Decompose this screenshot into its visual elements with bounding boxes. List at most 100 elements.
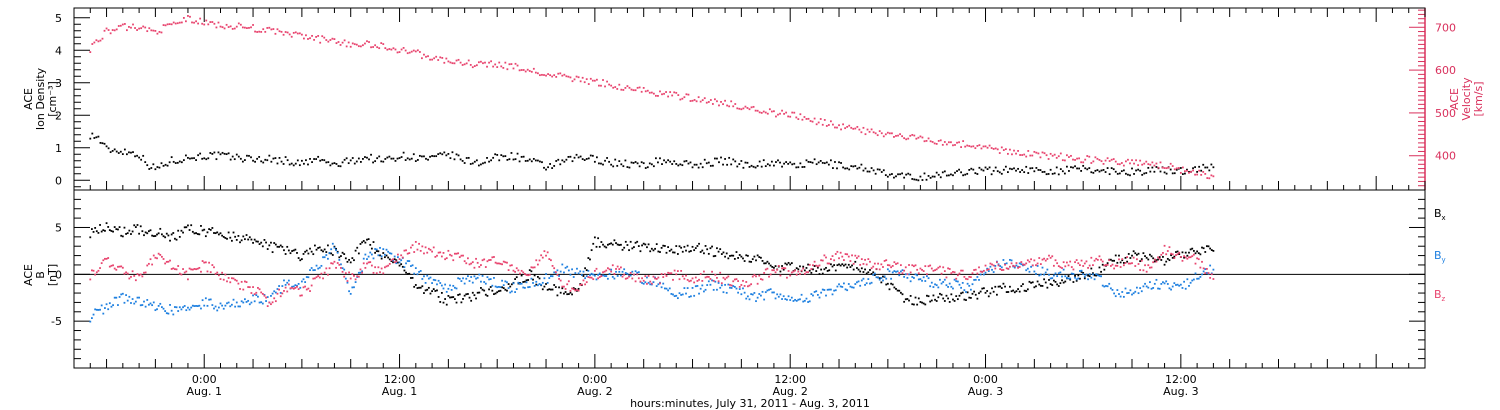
velocity-point <box>459 61 462 64</box>
bx-point <box>229 236 232 239</box>
density-point <box>825 161 828 164</box>
velocity-point <box>1116 163 1119 166</box>
bz-point <box>151 263 154 266</box>
bx-point <box>1116 261 1119 264</box>
by-point <box>300 280 303 283</box>
by-point <box>1144 282 1146 285</box>
by-point <box>773 291 775 294</box>
bx-point <box>180 229 183 232</box>
bz-point <box>611 264 614 267</box>
bz-point <box>807 271 809 274</box>
density-point <box>1074 165 1076 168</box>
by-point <box>683 287 686 289</box>
by-point <box>1041 266 1044 269</box>
by-point <box>1202 270 1205 273</box>
density-point <box>101 142 104 145</box>
bz-point <box>286 290 289 293</box>
by-point <box>551 275 554 278</box>
bz-point <box>382 272 385 275</box>
velocity-point <box>842 123 844 126</box>
velocity-point <box>730 100 733 103</box>
density-axis-title: ACE Ion Density [cm⁻³] <box>22 67 59 130</box>
bx-point <box>120 234 123 237</box>
bz-point <box>431 250 433 253</box>
by-point <box>740 293 743 296</box>
by-point <box>157 304 160 307</box>
by-point <box>899 270 902 273</box>
bz-point <box>1026 259 1029 262</box>
density-point <box>891 173 893 175</box>
velocity-point <box>1013 149 1015 152</box>
bz-point <box>213 266 215 269</box>
bz-point <box>458 256 461 259</box>
density-point <box>142 154 145 157</box>
velocity-point <box>508 63 511 66</box>
density-point <box>671 163 674 165</box>
bz-point <box>130 275 132 278</box>
density-point <box>1047 173 1050 175</box>
density-point <box>903 176 906 179</box>
bz-point <box>452 259 455 262</box>
velocity-point <box>770 110 773 113</box>
velocity-point <box>992 148 995 150</box>
bx-point <box>286 245 289 248</box>
bz-point <box>548 258 551 260</box>
bx-point <box>305 249 308 252</box>
velocity-point <box>917 136 920 139</box>
bz-point <box>836 250 839 253</box>
velocity-point <box>1009 148 1011 151</box>
bz-point <box>310 284 313 287</box>
bx-point <box>369 243 372 246</box>
by-point <box>637 271 640 274</box>
bz-point <box>693 281 696 284</box>
velocity-point <box>370 46 372 49</box>
by-point <box>174 306 176 308</box>
by-point <box>102 312 105 315</box>
velocity-point <box>673 91 676 94</box>
density-point <box>968 169 971 171</box>
by-point <box>585 275 588 278</box>
by-point <box>252 294 254 297</box>
bx-point <box>138 232 141 235</box>
x-tick-time: 0:00 <box>583 373 608 386</box>
bx-point <box>1178 253 1181 255</box>
bx-point <box>1103 268 1106 271</box>
bz-point <box>966 278 969 281</box>
velocity-point <box>109 32 112 35</box>
legend-by: By <box>1434 249 1446 264</box>
bx-point <box>790 262 793 265</box>
bz-point <box>178 272 181 275</box>
density-tick-label: 4 <box>55 44 62 57</box>
density-point <box>1053 172 1056 175</box>
bz-point <box>248 286 251 289</box>
bx-point <box>727 257 730 260</box>
bz-point <box>712 279 715 282</box>
bz-point <box>322 277 324 280</box>
bz-point <box>328 267 331 270</box>
bz-point <box>973 269 976 271</box>
density-point <box>524 160 527 162</box>
bx-point <box>110 230 113 232</box>
by-point <box>989 265 992 268</box>
bx-point <box>675 245 678 247</box>
bx-point <box>691 245 694 248</box>
density-point <box>174 162 177 164</box>
bx-point <box>1106 262 1109 265</box>
density-point <box>1179 167 1182 169</box>
bx-point <box>950 293 953 296</box>
bx-point <box>112 230 114 233</box>
bz-point <box>250 292 253 294</box>
density-point <box>366 156 368 159</box>
density-point <box>1208 169 1211 172</box>
bz-point <box>729 284 731 286</box>
by-point <box>315 264 318 267</box>
by-point <box>1179 283 1182 286</box>
bx-point <box>899 291 902 294</box>
density-point <box>351 157 354 159</box>
bz-point <box>751 275 754 278</box>
bz-point <box>157 252 160 255</box>
by-point <box>1158 287 1161 290</box>
density-point <box>347 162 350 165</box>
bz-point <box>1054 259 1057 262</box>
bz-point <box>187 278 189 281</box>
